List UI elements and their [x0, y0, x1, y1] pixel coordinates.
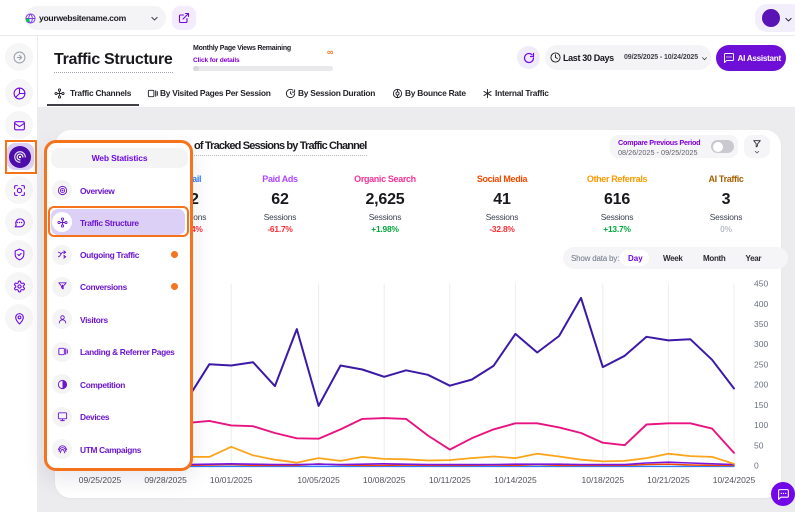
- svg-text:350: 350: [754, 319, 768, 329]
- svg-text:0: 0: [754, 461, 759, 471]
- svg-text:10/01/2025: 10/01/2025: [210, 475, 253, 485]
- svg-text:10/21/2025: 10/21/2025: [647, 475, 690, 485]
- svg-text:50: 50: [754, 440, 764, 450]
- svg-text:10/18/2025: 10/18/2025: [582, 475, 625, 485]
- svg-text:450: 450: [754, 279, 768, 289]
- svg-text:10/24/2025: 10/24/2025: [713, 475, 756, 485]
- svg-text:10/05/2025: 10/05/2025: [297, 475, 340, 485]
- svg-text:150: 150: [754, 400, 768, 410]
- svg-text:09/25/2025: 09/25/2025: [79, 475, 122, 485]
- svg-text:300: 300: [754, 339, 768, 349]
- svg-text:100: 100: [754, 420, 768, 430]
- svg-text:400: 400: [754, 299, 768, 309]
- svg-text:10/14/2025: 10/14/2025: [494, 475, 537, 485]
- svg-text:10/08/2025: 10/08/2025: [363, 475, 406, 485]
- svg-text:10/11/2025: 10/11/2025: [429, 475, 471, 485]
- svg-text:200: 200: [754, 380, 768, 390]
- svg-text:250: 250: [754, 360, 768, 370]
- svg-text:09/28/2025: 09/28/2025: [144, 475, 187, 485]
